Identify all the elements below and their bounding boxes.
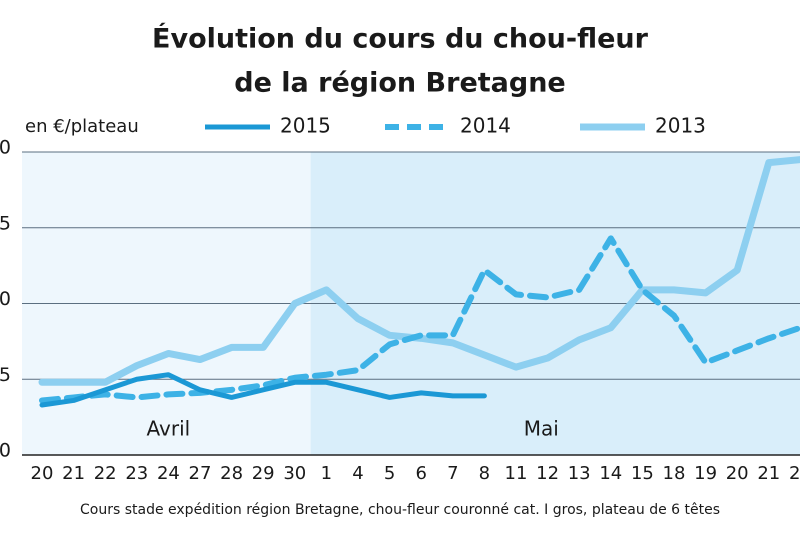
x-tick-label: 12 — [536, 463, 559, 484]
x-tick-label: 24 — [157, 463, 180, 484]
x-tick-label: 30 — [283, 463, 306, 484]
series-line — [39, 235, 800, 404]
x-tick-label: 23 — [125, 463, 148, 484]
y-tick-label: 3,5 — [0, 364, 11, 386]
x-tick-label: 15 — [631, 463, 654, 484]
x-tick-label: 20 — [31, 463, 54, 484]
y-tick-label: 4,0 — [0, 288, 11, 310]
x-tick-label: 14 — [599, 463, 622, 484]
x-tick-label: 22 — [94, 463, 117, 484]
x-tick-label: 27 — [189, 463, 212, 484]
legend-label: 2014 — [460, 114, 511, 138]
x-tick-label: 20 — [726, 463, 749, 484]
legend-label: 2013 — [655, 114, 706, 138]
x-tick-label: 22 — [789, 463, 800, 484]
x-tick-label: 6 — [415, 463, 426, 484]
x-tick-label: 29 — [252, 463, 275, 484]
x-tick-label: 21 — [62, 463, 85, 484]
y-tick-label: 4,5 — [0, 212, 11, 234]
x-tick-label: 5 — [384, 463, 395, 484]
y-unit-label: en €/plateau — [25, 116, 139, 137]
y-tick-label: 3,0 — [0, 440, 11, 462]
x-tick-label: 8 — [479, 463, 490, 484]
legend-label: 2015 — [280, 114, 331, 138]
footnote: Cours stade expédition région Bretagne, … — [80, 502, 720, 518]
series-line — [39, 372, 487, 408]
x-tick-label: 19 — [694, 463, 717, 484]
x-tick-label: 18 — [663, 463, 686, 484]
x-tick-label: 4 — [352, 463, 363, 484]
chart-title: de la région Bretagne — [234, 68, 566, 99]
month-label: Avril — [147, 417, 191, 441]
month-label: Mai — [524, 417, 559, 441]
chart-title: Évolution du cours du chou-fleur — [152, 23, 649, 55]
x-tick-label: 21 — [757, 463, 780, 484]
x-tick-label: 13 — [568, 463, 591, 484]
x-tick-label: 7 — [447, 463, 458, 484]
y-tick-label: 5,0 — [0, 137, 11, 159]
x-tick-label: 28 — [220, 463, 243, 484]
x-tick-label: 11 — [505, 463, 528, 484]
x-tick-label: 1 — [321, 463, 332, 484]
